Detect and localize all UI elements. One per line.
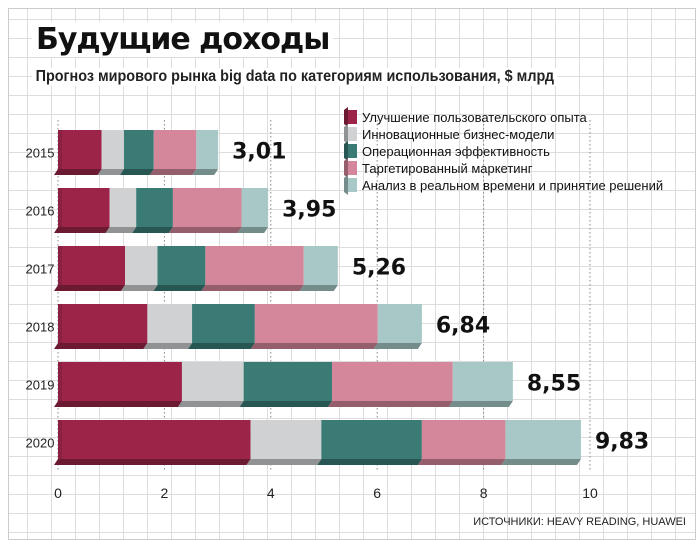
total-label: 3,95 xyxy=(282,198,336,223)
legend-label: Таргетированный маркетинг xyxy=(362,161,533,176)
bar-segment-base xyxy=(153,285,206,291)
bar-segment-base xyxy=(54,343,148,349)
bar-segment xyxy=(58,362,182,401)
bar-segment-base xyxy=(97,169,124,175)
bar-segment-base xyxy=(54,459,251,465)
bar-segment-base xyxy=(177,401,244,407)
bar-segment xyxy=(58,420,251,459)
bar-segment-base xyxy=(168,227,242,233)
total-label: 9,83 xyxy=(595,430,649,455)
bar-segment xyxy=(505,420,581,459)
bar-segment xyxy=(377,304,422,343)
bar-segment-base xyxy=(54,285,126,291)
chart-subtitle: Прогноз мирового рынка big data по катег… xyxy=(32,68,558,86)
bar-segment-base xyxy=(119,169,154,175)
bar-segment xyxy=(243,362,332,401)
legend-label: Анализ в реальном времени и принятие реш… xyxy=(362,178,663,193)
x-tick-label: 0 xyxy=(54,485,62,501)
bar-segment-base xyxy=(448,401,513,407)
bar-segment-base xyxy=(237,227,269,233)
bar-segment-base xyxy=(201,285,304,291)
bar-edge xyxy=(58,246,62,285)
bar-segment-base xyxy=(143,343,193,349)
bar-segment-base xyxy=(149,169,197,175)
legend-swatch-side xyxy=(344,124,348,144)
bar-edge xyxy=(58,304,62,343)
bar-segment xyxy=(241,188,269,227)
bar-segment xyxy=(58,188,110,227)
bar-segment xyxy=(192,304,255,343)
chart-title: Будущие доходы xyxy=(32,22,334,57)
bar-segment-base xyxy=(327,401,453,407)
bar-segment xyxy=(58,304,148,343)
x-tick-label: 6 xyxy=(373,485,381,501)
bar-segment xyxy=(123,130,154,169)
legend-label: Улучшение пользовательского опыта xyxy=(362,110,588,125)
bar-segment xyxy=(136,188,173,227)
bar-segment xyxy=(157,246,206,285)
bar-segment-base xyxy=(105,227,137,233)
legend-label: Операционная эффективность xyxy=(362,144,550,159)
bar-edge xyxy=(58,130,62,169)
bar-segment xyxy=(172,188,242,227)
bar-segment-base xyxy=(417,459,506,465)
bar-segment xyxy=(58,246,126,285)
bar-segment-base xyxy=(188,343,255,349)
bar-segment xyxy=(181,362,244,401)
bar-segment xyxy=(421,420,506,459)
year-label: 2019 xyxy=(26,378,55,393)
bar-segment xyxy=(153,130,197,169)
year-label: 2017 xyxy=(26,262,55,277)
year-label: 2015 xyxy=(26,146,55,161)
bar-segment-base xyxy=(239,401,332,407)
x-tick-label: 8 xyxy=(480,485,488,501)
total-label: 8,55 xyxy=(527,372,581,397)
bar-segment xyxy=(250,420,322,459)
bar-segment-base xyxy=(501,459,581,465)
bar-segment-base xyxy=(192,169,219,175)
bar-segment-base xyxy=(317,459,422,465)
bar-edge xyxy=(58,420,62,459)
legend-swatch-side xyxy=(344,141,348,161)
bar-segment-base xyxy=(132,227,173,233)
bar-segment-base xyxy=(54,227,110,233)
x-tick-label: 4 xyxy=(267,485,275,501)
source-note: ИСТОЧНИКИ: HEAVY READING, HUAWEI xyxy=(473,516,686,528)
x-tick-label: 2 xyxy=(161,485,169,501)
bar-segment xyxy=(205,246,304,285)
year-label: 2020 xyxy=(26,436,55,451)
bar-segment xyxy=(109,188,137,227)
bar-segment-base xyxy=(54,401,182,407)
bar-edge xyxy=(58,188,62,227)
bar-segment xyxy=(101,130,124,169)
bar-edge xyxy=(58,362,62,401)
total-label: 6,84 xyxy=(436,314,490,339)
bar-segment xyxy=(147,304,193,343)
bar-segment xyxy=(58,130,102,169)
bar-segment xyxy=(254,304,378,343)
legend-swatch-side xyxy=(344,175,348,195)
bar-segment xyxy=(303,246,338,285)
bar-segment xyxy=(196,130,219,169)
bar-segment-base xyxy=(250,343,378,349)
x-tick-label: 10 xyxy=(582,485,598,501)
bar-segment-base xyxy=(54,169,102,175)
legend-swatch-side xyxy=(344,158,348,178)
year-label: 2018 xyxy=(26,320,55,335)
total-label: 3,01 xyxy=(232,140,286,165)
bar-segment xyxy=(125,246,158,285)
bar-segment-base xyxy=(246,459,322,465)
total-label: 5,26 xyxy=(352,256,406,281)
bar-segment-base xyxy=(121,285,158,291)
legend-swatch-side xyxy=(344,107,348,127)
bar-segment-base xyxy=(299,285,338,291)
bar-segment xyxy=(331,362,453,401)
bar-segment xyxy=(321,420,422,459)
bar-segment xyxy=(452,362,513,401)
legend-label: Инновационные бизнес-модели xyxy=(362,127,554,142)
bar-segment-base xyxy=(373,343,422,349)
year-label: 2016 xyxy=(26,204,55,219)
